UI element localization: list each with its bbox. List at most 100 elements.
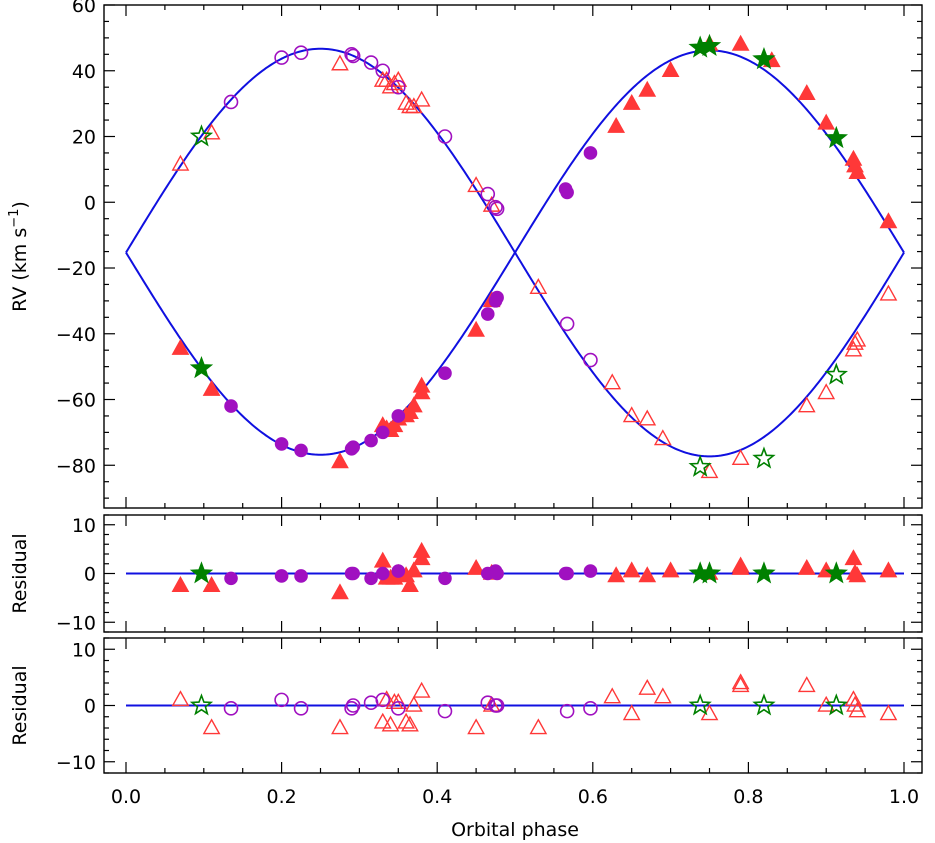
- data-point-circle-open: [480, 695, 496, 710]
- data-point-circle-open: [223, 701, 239, 716]
- data-point-circle-filled: [224, 399, 238, 413]
- data-point-triangle-filled: [661, 561, 680, 578]
- data-point-circle-open: [345, 48, 361, 64]
- data-point-circle-filled: [375, 425, 390, 440]
- data-point-triangle-open: [622, 406, 641, 423]
- data-point-circle-open: [274, 692, 289, 708]
- data-point-triangle-filled: [731, 556, 750, 573]
- data-point-circle-filled: [391, 409, 406, 423]
- data-point-triangle-filled: [879, 212, 898, 229]
- data-point-circle-open: [344, 701, 359, 716]
- data-point-circle-filled: [391, 564, 406, 578]
- data-point-triangle-open: [848, 330, 867, 347]
- y-tick-label: 10: [72, 515, 96, 537]
- model-curve-secondary: [125, 47, 905, 458]
- data-point-star-open: [752, 693, 776, 716]
- x-tick-label: 0.4: [422, 786, 452, 808]
- data-point-triangle-filled: [797, 84, 816, 101]
- data-point-star-filled: [189, 561, 214, 584]
- data-point-star-open: [688, 454, 712, 477]
- data-point-triangle-open: [797, 676, 816, 693]
- data-point-circle-filled: [438, 571, 452, 586]
- data-point-triangle-open: [404, 695, 423, 712]
- data-point-circle-open: [363, 55, 379, 70]
- data-point-triangle-open: [817, 383, 836, 400]
- data-point-circle-open: [480, 186, 496, 202]
- data-point-triangle-filled: [171, 338, 190, 355]
- data-point-triangle-open: [603, 373, 622, 390]
- data-point-circle-open: [375, 63, 391, 79]
- data-point-circle-filled: [490, 290, 504, 305]
- data-point-triangle-open: [622, 704, 641, 721]
- data-point-triangle-open: [412, 681, 431, 698]
- data-point-triangle-filled: [607, 566, 626, 583]
- data-point-star-open: [189, 693, 214, 716]
- data-point-star-filled: [752, 46, 776, 70]
- data-layer: [125, 33, 905, 479]
- data-point-triangle-filled: [844, 549, 863, 566]
- data-point-circle-open: [223, 94, 239, 110]
- data-point-circle-open: [583, 701, 598, 716]
- data-point-circle-filled: [490, 566, 504, 581]
- data-point-triangle-open: [731, 673, 750, 690]
- data-point-circle-filled: [560, 566, 574, 581]
- data-point-triangle-filled: [404, 561, 423, 578]
- data-point-circle-filled: [294, 569, 308, 583]
- data-point-triangle-filled: [817, 113, 836, 130]
- data-point-circle-open: [559, 316, 575, 332]
- y-tick-label: −20: [56, 258, 96, 280]
- y-tick-label: 40: [72, 61, 96, 83]
- data-point-triangle-filled: [848, 566, 867, 583]
- data-point-star-filled: [824, 561, 848, 584]
- data-point-star-open: [752, 446, 776, 469]
- data-point-triangle-filled: [404, 396, 423, 413]
- data-layer: [126, 541, 904, 600]
- data-point-triangle-open: [467, 176, 485, 193]
- data-point-triangle-open: [389, 693, 408, 709]
- y-tick-label: −80: [56, 455, 96, 477]
- data-point-triangle-filled: [797, 558, 816, 575]
- data-point-circle-open: [293, 45, 309, 60]
- panel-residual_primary: −10 0 10 Residual: [9, 514, 923, 634]
- data-point-triangle-open: [389, 70, 408, 87]
- data-point-star-filled: [824, 125, 848, 149]
- data-point-triangle-open: [653, 687, 672, 704]
- x-axis-title: Orbital phase: [451, 819, 579, 841]
- data-point-circle-open: [559, 703, 575, 719]
- data-point-triangle-open: [844, 690, 863, 707]
- data-point-triangle-open: [202, 123, 221, 140]
- data-point-triangle-filled: [731, 34, 750, 51]
- data-point-triangle-filled: [879, 561, 898, 578]
- data-point-circle-open: [437, 703, 453, 719]
- panel-rv: −80 −60 −40 −20 0 20 40 60 RV (km s−1): [7, 0, 923, 509]
- data-point-circle-filled: [294, 443, 308, 458]
- data-point-star-open: [824, 362, 848, 385]
- data-point-triangle-filled: [331, 452, 349, 469]
- data-point-circle-open: [344, 47, 359, 62]
- data-point-triangle-filled: [622, 561, 641, 578]
- data-point-circle-open: [375, 692, 391, 708]
- data-point-circle-open: [489, 201, 505, 217]
- data-point-circle-open: [293, 701, 309, 716]
- data-point-triangle-open: [397, 712, 415, 729]
- data-point-triangle-open: [331, 54, 349, 71]
- data-point-circle-open: [274, 50, 289, 65]
- y-tick-label: −10: [56, 612, 96, 634]
- data-point-circle-open: [390, 701, 406, 716]
- x-tick-label: 1.0: [889, 786, 919, 808]
- data-point-triangle-open: [700, 462, 719, 479]
- data-point-triangle-open: [638, 409, 657, 426]
- y-tick-label: −10: [56, 752, 96, 774]
- data-point-circle-open: [583, 352, 598, 368]
- data-point-triangle-filled: [622, 93, 641, 110]
- y-tick-label: 20: [72, 127, 96, 149]
- data-point-triangle-filled: [607, 116, 626, 133]
- data-point-triangle-filled: [467, 558, 485, 575]
- data-point-circle-filled: [274, 437, 289, 451]
- x-tick-label: 0.8: [733, 786, 763, 808]
- data-point-triangle-filled: [467, 320, 485, 337]
- y-tick-label: −40: [56, 324, 96, 346]
- panel-residual_secondary: 0.0 0.2 0.4 0.6 0.8 1.0 −10 0 10 Residual Orbital …: [9, 637, 923, 841]
- data-point-triangle-open: [381, 715, 400, 732]
